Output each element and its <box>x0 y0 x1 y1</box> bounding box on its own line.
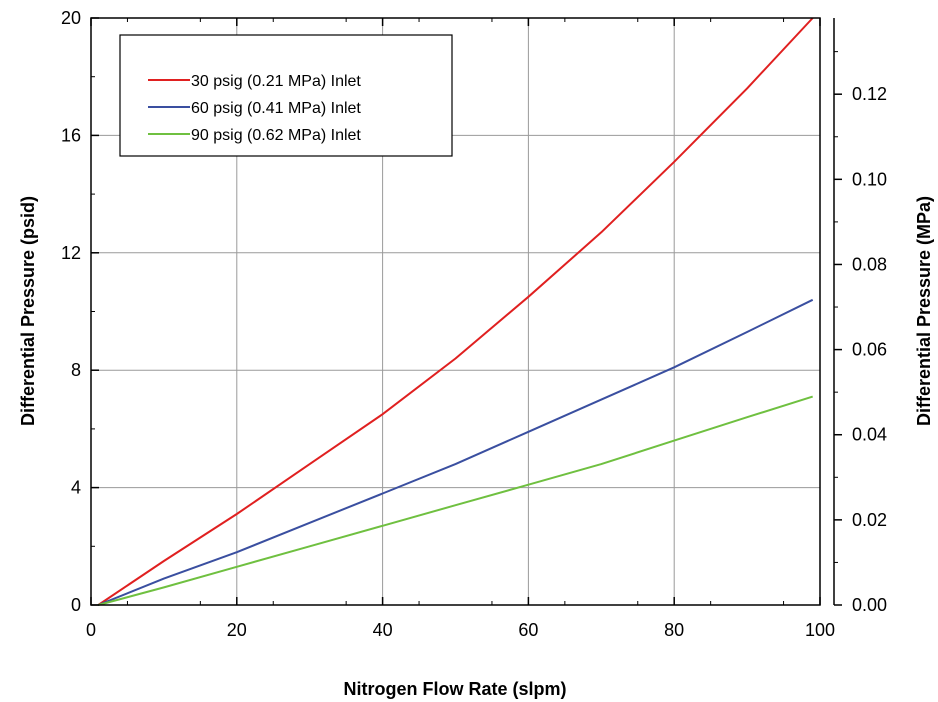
legend-label-3: 90 psig (0.62 MPa) Inlet <box>191 127 361 144</box>
legend-label-2: 60 psig (0.41 MPa) Inlet <box>191 100 361 117</box>
x-tick-label: 60 <box>518 620 538 640</box>
y2-tick-label: 0.12 <box>852 84 887 104</box>
series-line-2 <box>97 298 814 606</box>
y2-tick-label: 0.00 <box>852 595 887 615</box>
y-tick-label: 0 <box>71 595 81 615</box>
series-layer <box>97 17 814 606</box>
series-line-3 <box>98 395 813 606</box>
legend-label-1: 30 psig (0.21 MPa) Inlet <box>191 73 361 90</box>
y2-tick-label: 0.10 <box>852 169 887 189</box>
x-tick-label: 40 <box>373 620 393 640</box>
y2-tick-label: 0.08 <box>852 254 887 274</box>
y-tick-label: 8 <box>71 360 81 380</box>
x-tick-label: 80 <box>664 620 684 640</box>
y-tick-label: 20 <box>61 8 81 28</box>
y2-axis: 0.00 0.02 0.04 0.06 0.08 0.10 0.12 <box>833 18 887 615</box>
legend-box <box>119 34 453 157</box>
y-tick-label: 16 <box>61 125 81 145</box>
y2-axis-label: Differential Pressure (MPa) <box>914 196 934 426</box>
x-axis-label: Nitrogen Flow Rate (slpm) <box>343 679 566 699</box>
y2-tick-label: 0.02 <box>852 510 887 530</box>
legend: 30 psig (0.21 MPa) Inlet 60 psig (0.41 MP… <box>119 34 453 157</box>
x-tick-label: 0 <box>86 620 96 640</box>
y2-tick-label: 0.04 <box>852 425 887 445</box>
y-tick-label: 12 <box>61 243 81 263</box>
series-line-1 <box>97 17 814 606</box>
y2-tick-label: 0.06 <box>852 340 887 360</box>
x-axis: 0 20 40 60 80 100 <box>86 18 835 640</box>
x-tick-label: 20 <box>227 620 247 640</box>
x-tick-label: 100 <box>805 620 835 640</box>
y-axis: 0 4 8 12 16 20 <box>61 8 99 615</box>
y-axis-label: Differential Pressure (psid) <box>18 196 38 426</box>
y-tick-label: 4 <box>71 478 81 498</box>
